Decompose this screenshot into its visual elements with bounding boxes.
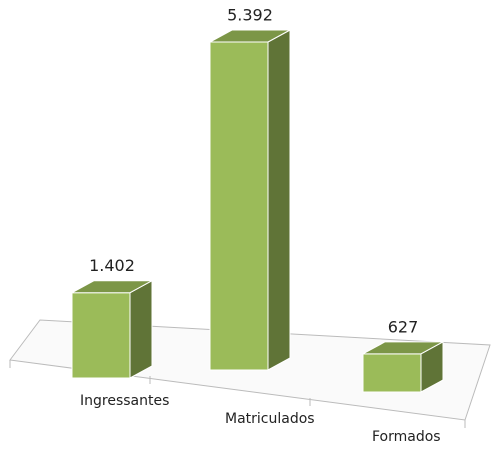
bar: [209, 41, 269, 371]
bar: [71, 292, 131, 379]
bar-top: [71, 280, 153, 294]
x-tick-label: Matriculados: [225, 411, 315, 427]
bar-top: [209, 29, 291, 43]
bar-top: [362, 341, 444, 355]
x-tick-label: Formados: [372, 429, 441, 445]
bar: [362, 353, 422, 393]
x-tick-label: Ingressantes: [80, 393, 169, 409]
data-label: 1.402: [89, 256, 135, 275]
data-label: 5.392: [227, 6, 273, 25]
bar-side: [267, 29, 291, 371]
bar-side: [129, 279, 153, 379]
data-label: 627: [388, 317, 419, 336]
